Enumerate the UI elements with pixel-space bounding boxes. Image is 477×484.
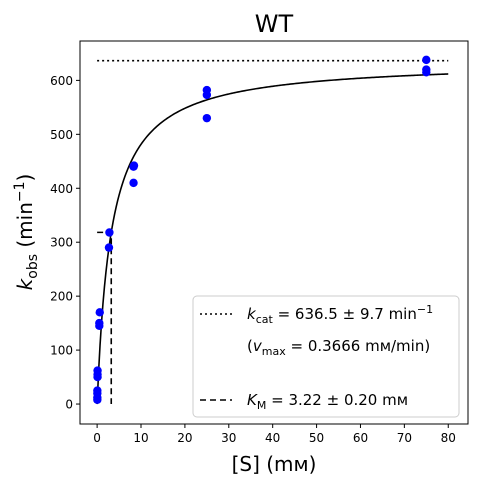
y-tick-label: 500 <box>50 128 73 142</box>
x-axis-ticks: 0 10 20 30 40 50 60 70 80 <box>93 424 456 445</box>
legend-label: kcat = 636.5 ± 9.7 min−1 <box>247 303 433 326</box>
x-tick-label: 0 <box>93 431 101 445</box>
y-tick-label: 200 <box>50 290 73 304</box>
legend-text-part: v <box>253 337 263 355</box>
y-label-unit: (min <box>13 202 37 254</box>
data-point <box>105 228 114 237</box>
legend-text-part: ( <box>247 337 253 355</box>
x-tick-label: 80 <box>441 431 456 445</box>
y-tick-label: 400 <box>50 182 73 196</box>
legend-text-part: = 0.3666 mм/min) <box>286 337 430 355</box>
x-axis-label: [S] (mм) <box>232 452 317 476</box>
data-point <box>202 113 212 123</box>
x-tick-label: 70 <box>397 431 412 445</box>
x-tick-label: 10 <box>133 431 148 445</box>
legend-label: (vmax = 0.3666 mм/min) <box>247 337 430 358</box>
y-label-sub: obs <box>25 254 41 279</box>
legend-label: KM = 3.22 ± 0.20 mм <box>247 391 408 412</box>
data-point <box>95 318 104 328</box>
x-tick-label: 60 <box>353 431 368 445</box>
x-tick-label: 20 <box>177 431 192 445</box>
data-point <box>104 243 114 252</box>
legend-text-part: K <box>247 391 258 409</box>
x-tick-label: 40 <box>265 431 280 445</box>
legend-text-part: cat <box>256 313 274 326</box>
data-point <box>93 366 102 375</box>
y-axis-ticks: 0 100 200 300 400 500 600 <box>50 74 80 412</box>
legend-text-part: −1 <box>417 303 433 316</box>
legend: kcat = 636.5 ± 9.7 min−1 (vmax = 0.3666 m… <box>192 295 460 418</box>
y-label-main: k <box>13 277 37 290</box>
plot-area <box>93 55 449 405</box>
data-point <box>129 161 139 170</box>
data-point <box>202 85 212 95</box>
axes-frame <box>79 40 469 425</box>
chart-title: WT <box>255 10 294 38</box>
legend-text-part: = 3.22 ± 0.20 mм <box>266 391 408 409</box>
x-tick-label: 50 <box>309 431 324 445</box>
legend-text-part: max <box>262 345 286 358</box>
data-point <box>422 65 431 74</box>
data-point <box>129 178 138 188</box>
legend-text-part: = 636.5 ± 9.7 min <box>273 305 417 323</box>
y-label-unit-end: ) <box>13 174 37 182</box>
data-point <box>422 55 431 65</box>
x-tick-label: 30 <box>221 431 236 445</box>
y-tick-label: 300 <box>50 236 73 250</box>
data-point <box>95 308 104 317</box>
data-point <box>93 386 102 395</box>
y-label-sup: −1 <box>12 181 28 202</box>
legend-text-part: k <box>247 305 257 323</box>
y-axis-label: kobs (min−1) <box>12 174 41 291</box>
legend-entries: kcat = 636.5 ± 9.7 min−1 (vmax = 0.3666 m… <box>200 303 433 412</box>
y-tick-label: 100 <box>50 344 73 358</box>
series-line-solid <box>96 73 449 405</box>
legend-frame <box>192 295 460 418</box>
legend-text-part: M <box>257 399 267 412</box>
chart-marks <box>93 55 449 405</box>
y-tick-label: 0 <box>65 398 73 412</box>
y-tick-label: 600 <box>50 74 73 88</box>
